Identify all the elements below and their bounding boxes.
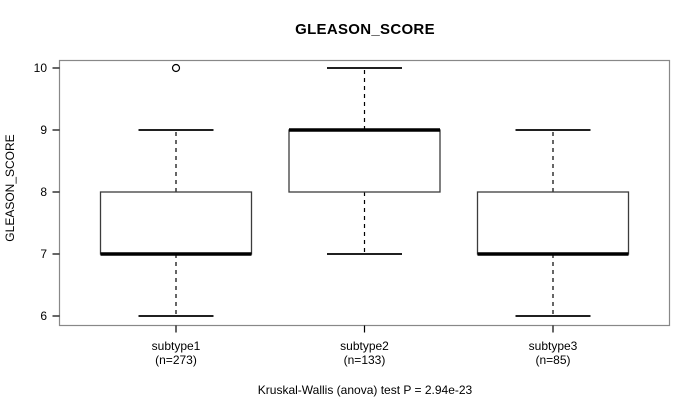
x-group-label: subtype2 (n=133) — [290, 339, 440, 367]
stat-test-caption: Kruskal-Wallis (anova) test P = 2.94e-23 — [257, 383, 473, 397]
group-count: (n=273) — [155, 352, 197, 367]
group-count: (n=133) — [343, 352, 386, 367]
y-tick-label: 8 — [40, 185, 47, 199]
iqr-box — [99, 191, 253, 255]
y-tick-label: 7 — [40, 247, 47, 261]
group-name: subtype1 — [151, 339, 201, 353]
x-group-label: subtype1 (n=273) — [101, 339, 251, 367]
group-name: subtype2 — [340, 339, 389, 353]
chart-title: GLEASON_SCORE — [295, 21, 435, 38]
outlier-point — [171, 63, 181, 73]
y-tick-label: 6 — [40, 309, 47, 323]
iqr-box — [476, 191, 630, 255]
y-tick-label: 10 — [33, 61, 47, 75]
iqr-box — [288, 129, 441, 193]
x-group-label: subtype3 (n=85) — [478, 339, 628, 367]
group-count: (n=85) — [535, 352, 571, 367]
group-name: subtype3 — [528, 339, 578, 353]
y-tick-label: 9 — [40, 123, 47, 137]
